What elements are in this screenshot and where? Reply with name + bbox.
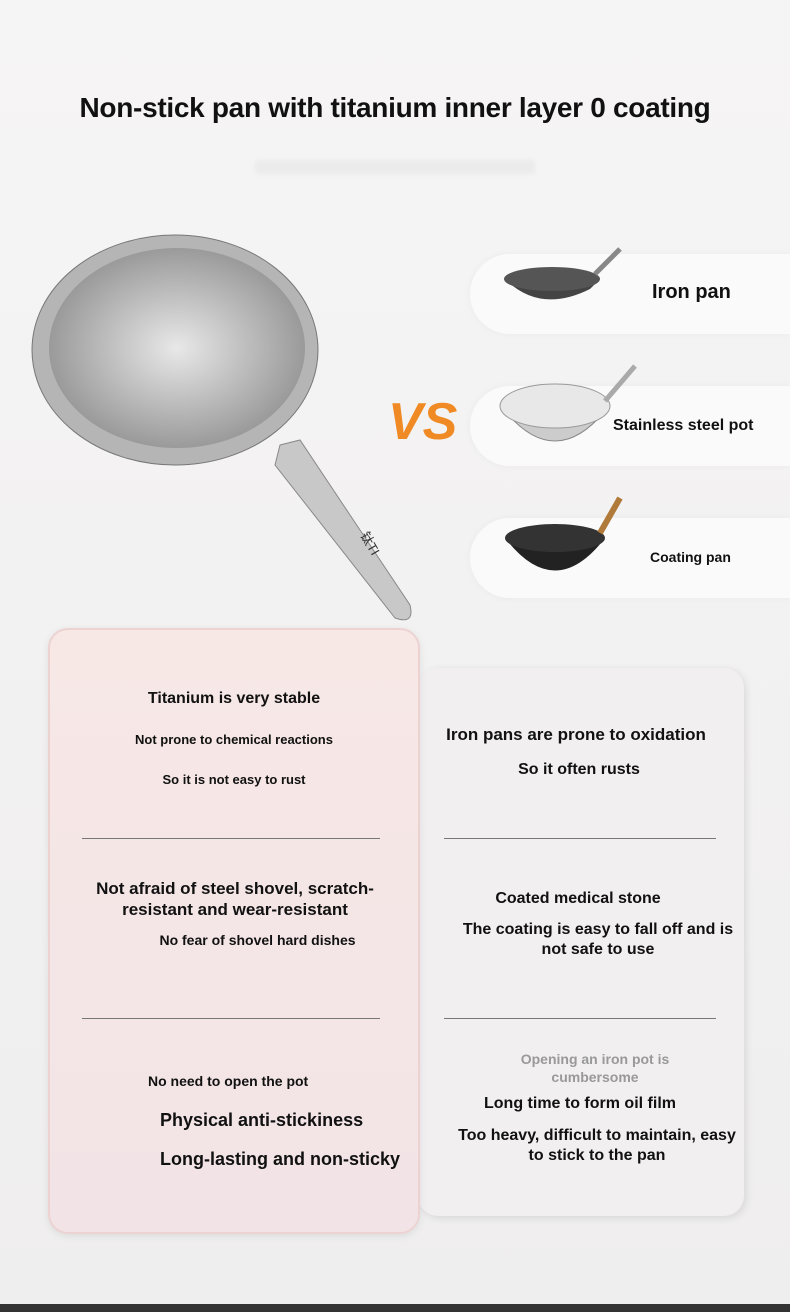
label: Stainless steel pot — [613, 417, 754, 434]
titanium-card — [48, 628, 420, 1234]
text: No need to open the pot — [148, 1073, 309, 1089]
text: Opening an iron pot is cumbersome — [520, 1051, 670, 1085]
titanium-pan-image: 钛TI — [31, 234, 412, 621]
text: Long-lasting and non-sticky — [160, 1149, 401, 1169]
text: The coating is easy to fall off and is n… — [462, 921, 734, 958]
text: Not afraid of steel shovel, scratch-resi… — [96, 879, 374, 919]
label: Iron pan — [652, 281, 731, 303]
comparison-stainless-pot: Stainless steel pot — [470, 364, 790, 466]
text: Titanium is very stable — [147, 690, 321, 707]
divider — [82, 1018, 380, 1019]
text: Physical anti-stickiness — [160, 1110, 364, 1130]
text: Long time to form oil film — [484, 1095, 676, 1112]
text: Too heavy, difficult to maintain, easy t… — [458, 1127, 736, 1164]
label: Coating pan — [650, 549, 731, 565]
competitor-card — [418, 668, 744, 1216]
text: So it is not easy to rust — [162, 772, 306, 787]
comparison-iron-pan: Iron pan — [470, 247, 790, 334]
text: Not prone to chemical reactions — [135, 732, 333, 747]
stainless-pot-icon — [499, 364, 637, 442]
bottom-bar — [0, 1304, 790, 1312]
divider — [82, 838, 380, 839]
text: Iron pans are prone to oxidation — [446, 725, 706, 744]
comparison-coating-pan: Coating pan — [470, 496, 790, 598]
divider — [444, 1018, 716, 1019]
iron-pan-icon — [504, 247, 622, 300]
page-title: Non-stick pan with titanium inner layer … — [79, 92, 711, 123]
text: No fear of shovel hard dishes — [159, 932, 356, 948]
divider — [444, 838, 716, 839]
vs-label: VS — [388, 393, 458, 451]
coating-pan-icon — [505, 496, 623, 571]
text: Coated medical stone — [495, 890, 661, 907]
faint-subtitle — [255, 160, 535, 174]
text: So it often rusts — [518, 761, 640, 778]
